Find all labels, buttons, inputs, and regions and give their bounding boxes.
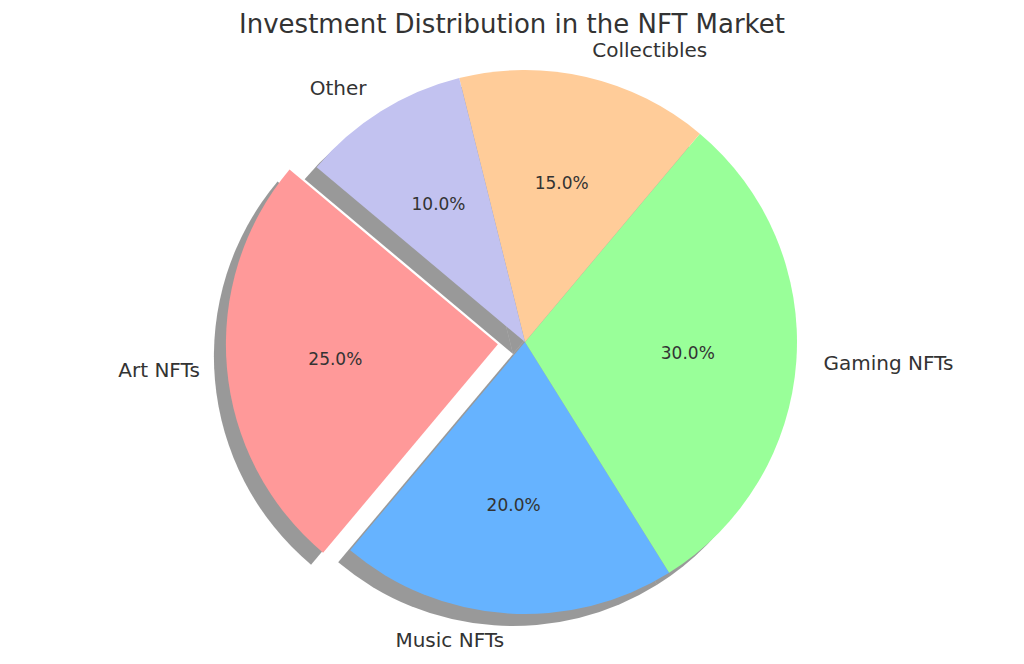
chart-title: Investment Distribution in the NFT Marke… [239,9,785,39]
chart-svg: Investment Distribution in the NFT Marke… [0,0,1024,664]
data-label: 20.0% [487,495,541,515]
slice-label: Other [310,76,368,100]
labels: Art NFTs 25.0% Music NFTs 20.0% Gaming NFTs 3… [118,38,953,652]
wedges [226,70,797,614]
data-label: 15.0% [535,173,589,193]
data-label: 30.0% [661,343,715,363]
slice-label: Collectibles [592,38,707,62]
slice-label: Music NFTs [395,628,504,652]
data-label: 10.0% [412,194,466,214]
slice-label: Art NFTs [118,358,200,382]
slice-label: Gaming NFTs [823,351,953,375]
pie-slice [317,78,525,342]
chart-container: Investment Distribution in the NFT Marke… [0,0,1024,664]
data-label: 25.0% [308,349,362,369]
